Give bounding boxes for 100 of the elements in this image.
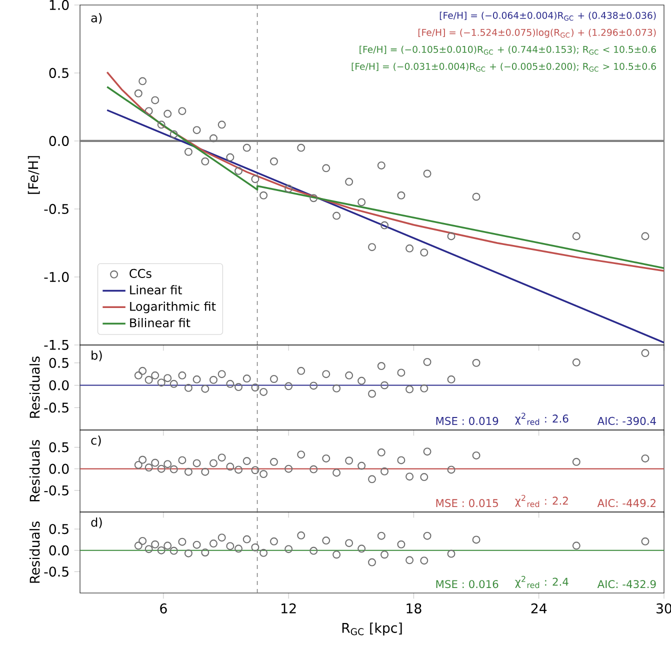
point	[134, 371, 142, 380]
point	[157, 378, 166, 387]
point	[420, 473, 428, 482]
point	[218, 370, 226, 378]
point	[151, 371, 160, 380]
annotation: χ$^{2}$$_{red}$ : 2.2	[515, 494, 568, 508]
point	[472, 536, 480, 544]
point	[447, 232, 456, 240]
point	[284, 382, 293, 390]
point	[368, 475, 376, 484]
point	[297, 450, 306, 459]
point	[138, 77, 147, 86]
point	[251, 543, 260, 552]
point	[420, 556, 428, 565]
point	[170, 546, 178, 555]
annotation: MSE : 0.016	[436, 580, 498, 588]
x-axis-title: R$_{GC}$ [kpc]	[342, 622, 402, 636]
point	[345, 539, 354, 548]
y-tick-label: 0.5	[49, 442, 68, 452]
point	[310, 382, 318, 390]
point	[377, 362, 386, 370]
point	[164, 110, 172, 118]
point	[170, 465, 178, 474]
point	[423, 532, 432, 540]
y-axis-title: Residuals	[29, 356, 40, 418]
point	[260, 470, 268, 478]
y-tick-label: 0.5	[49, 524, 68, 534]
point	[447, 375, 456, 384]
point	[209, 459, 218, 468]
point	[572, 358, 580, 366]
point	[406, 244, 414, 252]
point	[178, 371, 186, 380]
point	[134, 89, 142, 98]
point	[397, 540, 406, 548]
y-tick-label: 0.5	[49, 68, 68, 78]
point	[406, 556, 414, 564]
annotation: MSE : 0.019	[436, 416, 498, 425]
point	[423, 448, 432, 456]
point	[297, 144, 306, 152]
point	[641, 537, 650, 546]
point	[420, 248, 428, 257]
annotation: AIC: -449.2	[597, 499, 656, 508]
point	[260, 388, 268, 396]
point	[170, 130, 178, 138]
point	[201, 548, 210, 556]
point	[423, 358, 432, 366]
point	[572, 458, 580, 466]
annotation: [Fe/H] = (−0.064±0.004)R$_{GC}$ + (0.438±0.036)	[440, 12, 656, 21]
point	[218, 120, 226, 129]
point	[209, 134, 218, 142]
point	[358, 462, 366, 470]
point	[151, 540, 160, 548]
y-axis-title: Residuals	[29, 440, 40, 502]
point	[164, 460, 172, 468]
point	[332, 550, 341, 559]
point	[251, 383, 260, 392]
point	[192, 540, 201, 549]
y-tick-label: 0.0	[49, 464, 69, 474]
point	[377, 448, 386, 456]
legend-label: Logarithmic fit	[130, 302, 216, 314]
point	[380, 467, 389, 476]
y-tick-label: 1.0	[50, 0, 69, 10]
point	[144, 107, 153, 116]
point	[297, 366, 306, 375]
annotation: d)	[91, 518, 102, 528]
point	[322, 164, 330, 172]
point	[157, 120, 166, 129]
point	[380, 550, 389, 559]
annotation: [Fe/H] = (−1.524±0.075)log(R$_{GC}$) + (1.296±0.073)	[418, 28, 656, 38]
point	[332, 468, 341, 477]
point	[242, 457, 251, 466]
point	[157, 546, 166, 554]
point	[234, 544, 243, 553]
point	[134, 542, 142, 550]
point	[218, 454, 226, 462]
point	[406, 472, 414, 481]
y-tick-label: 0.0	[49, 380, 69, 390]
point	[332, 384, 341, 392]
point	[472, 451, 480, 460]
point	[358, 544, 366, 553]
point	[251, 466, 260, 474]
y-axis-title: [Fe/H]	[28, 156, 40, 194]
point	[447, 550, 456, 558]
point	[178, 538, 186, 546]
point	[226, 542, 234, 550]
point	[178, 107, 186, 116]
point	[397, 191, 406, 200]
point	[380, 221, 389, 230]
annotation: AIC: -432.9	[597, 580, 656, 588]
point	[270, 537, 278, 546]
annotation: [Fe/H] = (−0.105±0.010)R$_{GC}$ + (0.744±0.153); R$_{GC}$ < 10.5±0.6	[360, 46, 656, 55]
point	[322, 370, 330, 378]
point	[184, 468, 192, 476]
point	[345, 371, 354, 380]
point	[201, 384, 210, 393]
point	[234, 383, 243, 392]
point	[201, 468, 210, 476]
point	[270, 374, 278, 383]
point	[270, 458, 278, 466]
point	[641, 454, 650, 462]
